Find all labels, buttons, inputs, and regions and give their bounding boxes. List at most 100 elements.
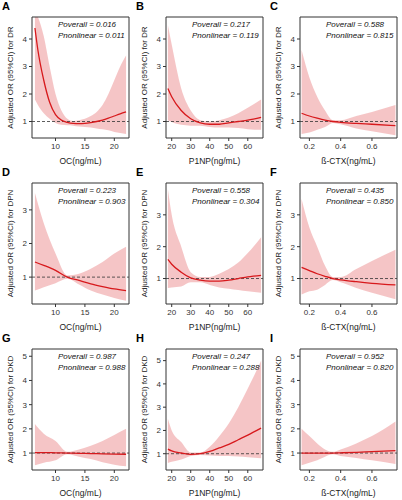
svg-text:20: 20 (167, 474, 176, 483)
svg-text:3: 3 (157, 211, 162, 220)
svg-text:50: 50 (224, 142, 233, 151)
svg-text:20: 20 (167, 308, 176, 317)
svg-text:3: 3 (157, 62, 162, 71)
svg-text:2: 2 (157, 90, 162, 99)
svg-text:0.6: 0.6 (366, 474, 378, 483)
svg-text:0.2: 0.2 (304, 308, 316, 317)
svg-text:2: 2 (157, 426, 162, 435)
svg-text:4: 4 (291, 35, 296, 44)
svg-text:15: 15 (80, 308, 89, 317)
svg-text:1: 1 (291, 117, 296, 126)
html-text:Pnonlinear = 0.815: Pnonlinear = 0.815 (326, 31, 394, 40)
svg-text:3: 3 (157, 403, 162, 412)
svg-text:1: 1 (23, 117, 28, 126)
svg-text:1: 1 (157, 274, 162, 283)
svg-text:5: 5 (291, 352, 296, 361)
svg-text:2: 2 (291, 90, 296, 99)
svg-text:5: 5 (157, 356, 162, 365)
svg-text:0.2: 0.2 (304, 142, 316, 151)
svg-text:3: 3 (23, 206, 28, 215)
svg-text:0.4: 0.4 (335, 308, 347, 317)
svg-text:5: 5 (23, 352, 28, 361)
svg-text:Adjusted OR (95%CI) for DR: Adjusted OR (95%CI) for DR (274, 26, 283, 128)
svg-text:2: 2 (23, 90, 28, 99)
svg-text:40: 40 (205, 142, 214, 151)
svg-text:4: 4 (291, 376, 296, 385)
svg-text:40: 40 (205, 474, 214, 483)
html-text:Poverall = 0.217: Poverall = 0.217 (192, 20, 250, 29)
svg-text:3: 3 (291, 211, 296, 220)
svg-text:2: 2 (23, 239, 28, 248)
svg-text:3: 3 (291, 62, 296, 71)
svg-text:3: 3 (23, 62, 28, 71)
html-text:Pnonlinear = 0.903: Pnonlinear = 0.903 (58, 197, 126, 206)
svg-text:20: 20 (167, 142, 176, 151)
svg-text:2: 2 (23, 425, 28, 434)
svg-text:60: 60 (243, 308, 252, 317)
html-text:Pnonlinear = 0.119: Pnonlinear = 0.119 (192, 31, 259, 40)
svg-text:0.6: 0.6 (366, 142, 378, 151)
svg-text:ß-CTX(ng/mL): ß-CTX(ng/mL) (321, 322, 375, 332)
svg-text:30: 30 (186, 142, 195, 151)
html-text:Pnonlinear = 0.850: Pnonlinear = 0.850 (326, 197, 394, 206)
svg-text:3: 3 (23, 401, 28, 410)
svg-text:P1NP(ng/mL): P1NP(ng/mL) (189, 156, 241, 166)
svg-text:15: 15 (80, 142, 89, 151)
svg-text:0.4: 0.4 (335, 142, 347, 151)
svg-text:10: 10 (51, 142, 60, 151)
svg-text:4: 4 (157, 35, 162, 44)
svg-text:P1NP(ng/mL): P1NP(ng/mL) (189, 488, 241, 498)
html-text:Poverall = 0.223: Poverall = 0.223 (58, 186, 116, 195)
svg-text:2: 2 (291, 425, 296, 434)
svg-text:Adjusted OR (95%CI) for DPN: Adjusted OR (95%CI) for DPN (8, 189, 15, 297)
html-text:Pnonlinear = 0.011: Pnonlinear = 0.011 (58, 31, 125, 40)
svg-text:0.2: 0.2 (304, 474, 316, 483)
html-text:Poverall = 0.558: Poverall = 0.558 (192, 186, 250, 195)
svg-text:4: 4 (157, 380, 162, 389)
svg-text:ß-CTX(ng/mL): ß-CTX(ng/mL) (321, 156, 375, 166)
svg-text:1: 1 (291, 449, 296, 458)
svg-text:OC(ng/mL): OC(ng/mL) (59, 488, 101, 498)
svg-text:30: 30 (186, 308, 195, 317)
svg-text:4: 4 (23, 35, 28, 44)
svg-text:0.6: 0.6 (366, 308, 378, 317)
svg-text:Adjusted OR (95%CI) for DR: Adjusted OR (95%CI) for DR (140, 26, 149, 128)
svg-text:Adjusted OR (95%CI) for DKD: Adjusted OR (95%CI) for DKD (8, 355, 15, 463)
svg-text:1: 1 (157, 450, 162, 459)
svg-text:Adjusted OR (95%CI) for DR: Adjusted OR (95%CI) for DR (8, 26, 15, 128)
html-text:Poverall = 0.016: Poverall = 0.016 (58, 20, 116, 29)
svg-text:Adjusted OR (95%CI) for DKD: Adjusted OR (95%CI) for DKD (140, 355, 149, 463)
svg-text:40: 40 (205, 308, 214, 317)
svg-text:1: 1 (23, 273, 28, 282)
svg-text:ß-CTX(ng/mL): ß-CTX(ng/mL) (321, 488, 375, 498)
svg-text:20: 20 (110, 474, 119, 483)
svg-text:1: 1 (291, 274, 296, 283)
html-text:G: G (2, 332, 11, 344)
svg-text:3: 3 (291, 401, 296, 410)
html-text:Poverall = 0.588: Poverall = 0.588 (326, 20, 384, 29)
svg-text:50: 50 (224, 474, 233, 483)
svg-text:4: 4 (23, 376, 28, 385)
svg-text:20: 20 (110, 142, 119, 151)
svg-text:60: 60 (243, 142, 252, 151)
html-text:Poverall = 0.435: Poverall = 0.435 (326, 186, 384, 195)
svg-text:2: 2 (157, 243, 162, 252)
svg-text:0.4: 0.4 (335, 474, 347, 483)
svg-text:15: 15 (80, 474, 89, 483)
svg-text:20: 20 (110, 308, 119, 317)
svg-text:60: 60 (243, 474, 252, 483)
svg-text:1: 1 (23, 449, 28, 458)
svg-text:Adjusted OR (95%CI) for DPN: Adjusted OR (95%CI) for DPN (274, 189, 283, 297)
svg-text:10: 10 (51, 308, 60, 317)
svg-text:50: 50 (224, 308, 233, 317)
html-text:Pnonlinear = 0.304: Pnonlinear = 0.304 (192, 197, 260, 206)
svg-text:30: 30 (186, 474, 195, 483)
svg-text:P1NP(ng/mL): P1NP(ng/mL) (189, 322, 241, 332)
svg-text:OC(ng/mL): OC(ng/mL) (59, 156, 101, 166)
svg-text:Adjusted OR (95%CI) for DKD: Adjusted OR (95%CI) for DKD (274, 355, 283, 463)
svg-text:1: 1 (157, 117, 162, 126)
svg-text:Adjusted OR (95%CI) for DPN: Adjusted OR (95%CI) for DPN (140, 189, 149, 297)
svg-text:2: 2 (291, 243, 296, 252)
svg-text:10: 10 (51, 474, 60, 483)
svg-text:OC(ng/mL): OC(ng/mL) (59, 322, 101, 332)
